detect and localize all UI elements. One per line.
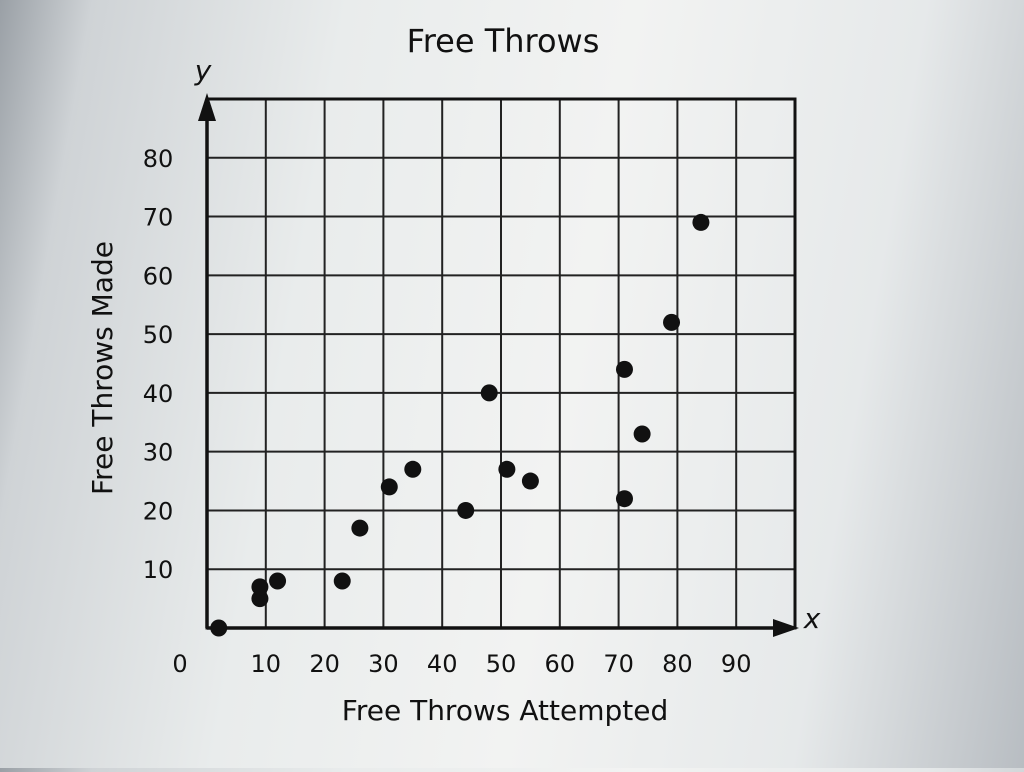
x-tick-label: 80 — [662, 650, 693, 678]
y-tick-label: 70 — [143, 204, 174, 232]
data-point — [333, 572, 351, 590]
axes — [198, 93, 799, 637]
x-tick-label: 90 — [721, 650, 752, 678]
data-point — [380, 478, 398, 496]
x-axis-label: Free Throws Attempted — [342, 694, 668, 727]
x-axis-letter: x — [803, 602, 821, 635]
x-axis-arrow — [773, 619, 799, 637]
data-point — [615, 360, 633, 378]
data-point — [269, 572, 287, 590]
y-tick-label: 30 — [143, 439, 174, 467]
data-point — [633, 425, 651, 443]
data-point — [480, 384, 498, 402]
x-tick-label: 10 — [251, 650, 282, 678]
data-point — [251, 578, 269, 596]
y-tick-label: 20 — [143, 497, 174, 525]
data-points — [210, 213, 710, 637]
data-point — [615, 490, 633, 508]
y-axis-label: Free Throws Made — [86, 241, 119, 495]
tick-labels: 10 20 30 40 50 60 70 80 90 10 20 30 40 50 60 70 80 — [143, 145, 752, 678]
y-axis-arrow — [198, 93, 216, 121]
chart-title: Free Throws — [407, 22, 600, 60]
origin-label: 0 — [172, 650, 187, 678]
x-tick-label: 20 — [309, 650, 340, 678]
x-tick-label: 70 — [603, 650, 634, 678]
y-tick-label: 80 — [143, 145, 174, 173]
data-point — [663, 313, 681, 331]
x-tick-label: 40 — [427, 650, 458, 678]
data-point — [251, 590, 269, 608]
y-tick-label: 50 — [143, 321, 174, 349]
data-point — [457, 501, 475, 519]
y-tick-label: 40 — [143, 380, 174, 408]
x-tick-label: 60 — [545, 650, 576, 678]
data-point — [210, 619, 228, 637]
data-point — [521, 472, 539, 490]
y-tick-label: 10 — [143, 556, 174, 584]
grid — [207, 99, 795, 628]
data-point — [498, 460, 516, 478]
data-point — [351, 519, 369, 537]
x-tick-label: 30 — [368, 650, 399, 678]
data-point — [692, 213, 710, 231]
data-point — [404, 460, 422, 478]
y-axis-letter: y — [194, 54, 212, 87]
y-tick-label: 60 — [143, 262, 174, 290]
x-tick-label: 50 — [486, 650, 517, 678]
